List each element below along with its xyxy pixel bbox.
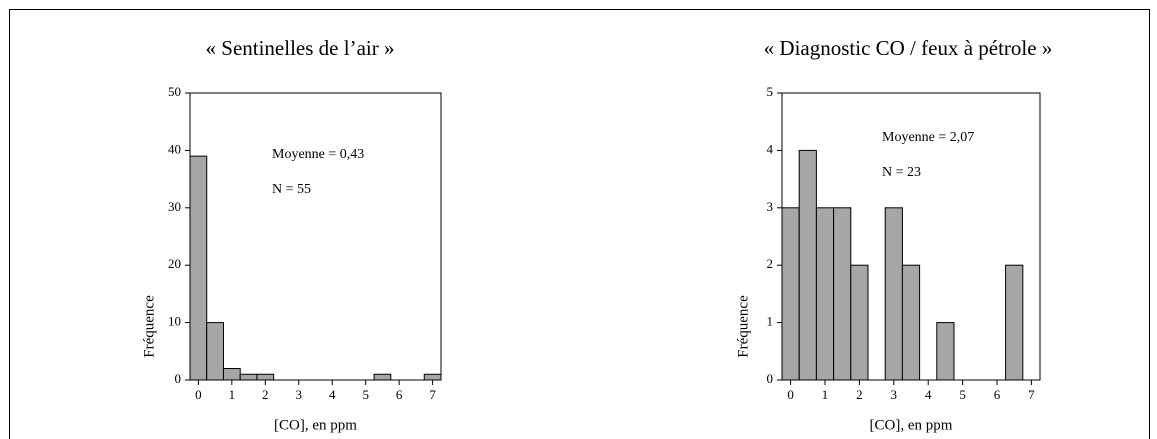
- bar: [901, 264, 921, 381]
- annotation: Moyenne = 0,43: [272, 147, 364, 162]
- x-tick-label: 2: [856, 387, 863, 402]
- x-tick-label: 6: [396, 387, 403, 402]
- bar: [256, 373, 275, 381]
- annotation: Moyenne = 2,07: [882, 130, 974, 145]
- x-tick-label: 6: [994, 387, 1001, 402]
- y-tick-label: 1: [767, 314, 774, 329]
- x-tick-label: 5: [959, 387, 966, 402]
- y-tick-label: 4: [767, 141, 774, 156]
- bar: [815, 207, 835, 381]
- x-axis-label: [CO], en ppm: [870, 417, 953, 433]
- x-tick-label: 0: [195, 387, 202, 402]
- bar: [222, 368, 241, 381]
- x-tick-label: 4: [329, 387, 336, 402]
- bar: [239, 373, 258, 381]
- frame: [9, 9, 1150, 439]
- bar: [781, 207, 800, 381]
- x-tick-label: 0: [787, 387, 794, 402]
- annotation: N = 55: [272, 182, 311, 197]
- y-tick-label: 40: [168, 141, 181, 156]
- plot-border: [189, 92, 442, 381]
- bar: [884, 207, 903, 381]
- bar: [850, 264, 869, 381]
- bar: [189, 155, 208, 381]
- y-tick-label: 3: [767, 199, 774, 214]
- x-tick-label: 1: [229, 387, 236, 402]
- y-tick-label: 30: [168, 199, 181, 214]
- x-tick-label: 3: [891, 387, 898, 402]
- y-tick-label: 5: [767, 84, 774, 99]
- y-tick-label: 0: [767, 371, 774, 386]
- y-axis-label: Fréquence: [735, 295, 751, 358]
- y-tick-label: 20: [168, 256, 181, 271]
- bar: [206, 322, 224, 381]
- x-tick-label: 4: [925, 387, 932, 402]
- plot-border: [781, 92, 1041, 381]
- bar: [373, 373, 392, 381]
- bar: [833, 207, 852, 381]
- y-tick-label: 50: [168, 84, 181, 99]
- bar: [798, 149, 817, 381]
- chart-title: « Diagnostic CO / feux à pétrole »: [764, 36, 1053, 60]
- x-tick-label: 3: [296, 387, 303, 402]
- x-tick-label: 1: [822, 387, 829, 402]
- x-tick-label: 7: [1028, 387, 1035, 402]
- chart-title: « Sentinelles de l’air »: [206, 36, 395, 60]
- bar: [936, 322, 955, 381]
- y-tick-label: 0: [175, 371, 182, 386]
- x-tick-label: 5: [362, 387, 369, 402]
- x-axis-label: [CO], en ppm: [274, 417, 357, 433]
- y-tick-label: 2: [767, 256, 774, 271]
- bar: [1005, 264, 1024, 381]
- x-tick-label: 2: [262, 387, 269, 402]
- y-axis-label: Fréquence: [141, 295, 157, 358]
- annotation: N = 23: [882, 165, 921, 180]
- x-tick-label: 7: [429, 387, 436, 402]
- bar: [423, 373, 442, 381]
- y-tick-label: 10: [168, 314, 181, 329]
